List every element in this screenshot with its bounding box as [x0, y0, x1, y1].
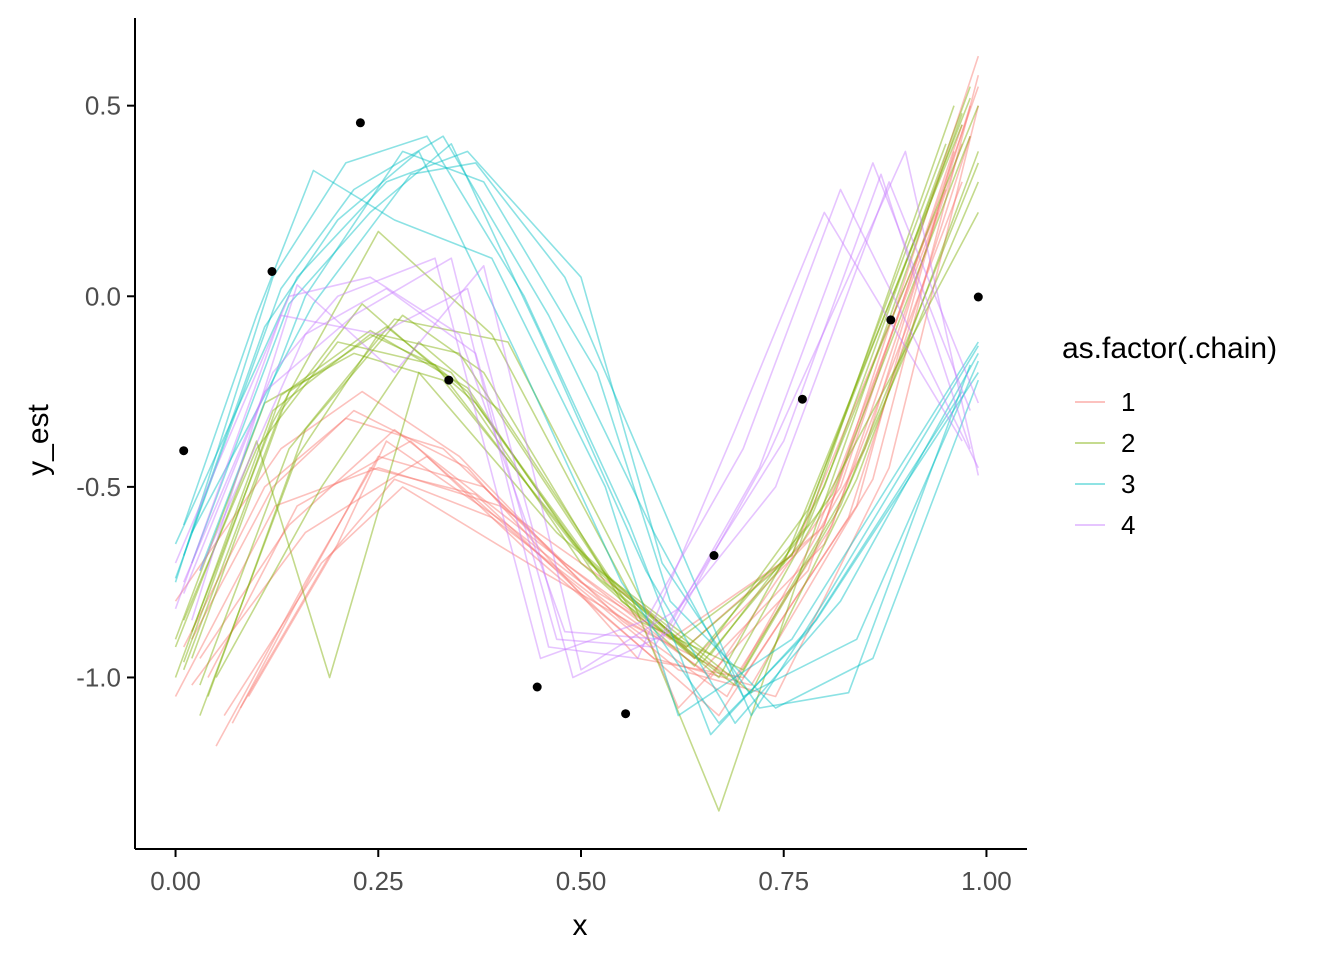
- series-line-chain-1: [223, 86, 980, 717]
- legend-label: 4: [1121, 510, 1135, 540]
- series-line-chain-2: [182, 124, 963, 648]
- series-line-chain-1: [174, 212, 939, 648]
- series-line-chain-2: [182, 135, 971, 671]
- observed-point: [709, 551, 719, 560]
- series-line-chain-3: [191, 162, 979, 717]
- legend-label: 1: [1121, 387, 1135, 417]
- series-line-chain-4: [182, 211, 963, 660]
- series-line-chain-2: [191, 86, 971, 679]
- series-line-chain-4: [182, 188, 980, 660]
- legend-label: 2: [1121, 428, 1135, 458]
- y-tick-label: -1.0: [76, 662, 121, 692]
- plot-background: [135, 18, 1027, 849]
- series-line-chain-3: [182, 150, 963, 725]
- series-line-chain-3: [191, 143, 979, 725]
- observed-point: [444, 375, 454, 385]
- series-line-chain-1: [199, 124, 963, 679]
- series-line-chain-3: [182, 169, 979, 717]
- legend: as.factor(.chain) 1 2 3 4: [1062, 332, 1277, 540]
- observed-point: [532, 682, 542, 692]
- series-line-chain-2: [174, 143, 947, 679]
- series-line-chain-1: [215, 105, 971, 747]
- legend-label: 3: [1121, 469, 1135, 499]
- series-line-chain-4: [191, 181, 980, 671]
- series-line-chain-2: [174, 105, 980, 678]
- x-tick-label: 1.00: [961, 866, 1012, 896]
- series-line-chain-1: [182, 189, 947, 648]
- observed-point: [267, 267, 277, 276]
- x-axis-title: x: [573, 909, 588, 942]
- series-line-chain-2: [215, 181, 980, 678]
- x-tick-label: 0.50: [556, 866, 607, 896]
- observed-point: [797, 394, 807, 404]
- x-tick-label: 0.75: [758, 866, 809, 896]
- series-line-chain-2: [207, 162, 980, 697]
- series-line-chain-1: [247, 181, 963, 697]
- observed-point: [973, 292, 983, 302]
- series-line-chain-3: [199, 150, 980, 709]
- series-line-chain-3: [174, 135, 979, 736]
- y-tick-label: 0.5: [85, 91, 121, 121]
- series-line-chain-1: [239, 143, 963, 709]
- observed-point: [179, 446, 189, 456]
- series-line-chain-4: [174, 150, 980, 679]
- series-line-chain-3: [174, 150, 971, 709]
- series-line-chain-2: [191, 113, 963, 812]
- series-line-chain-1: [231, 135, 971, 724]
- y-axis-ticks: 0.5 0.0 -0.5 -1.0: [76, 91, 135, 692]
- series-line-chain-1: [174, 55, 980, 697]
- legend-entries: 1 2 3 4: [1075, 387, 1135, 540]
- x-tick-label: 0.00: [150, 866, 201, 896]
- series-line-chain-4: [199, 173, 971, 648]
- series-line-chain-4: [174, 162, 971, 641]
- y-axis-title: y_est: [22, 403, 55, 475]
- observed-points-layer: [179, 118, 983, 719]
- series-line-chain-2: [174, 105, 955, 664]
- observed-point: [886, 315, 896, 325]
- x-tick-label: 0.25: [353, 866, 404, 896]
- series-line-chain-1: [191, 151, 955, 679]
- observed-point: [355, 118, 365, 128]
- y-tick-label: -0.5: [76, 472, 121, 502]
- y-tick-label: 0.0: [85, 281, 121, 311]
- series-line-chain-1: [191, 105, 980, 698]
- series-line-chain-1: [207, 74, 980, 686]
- x-axis-ticks: 0.00 0.25 0.50 0.75 1.00: [150, 849, 1012, 896]
- series-line-chain-2: [199, 212, 980, 716]
- observed-point: [621, 709, 631, 719]
- series-line-chain-2: [182, 97, 971, 667]
- series-line-chain-2: [199, 151, 980, 694]
- legend-title: as.factor(.chain): [1062, 332, 1277, 365]
- series-line-chain-3: [174, 135, 980, 698]
- series-layer: [174, 55, 980, 812]
